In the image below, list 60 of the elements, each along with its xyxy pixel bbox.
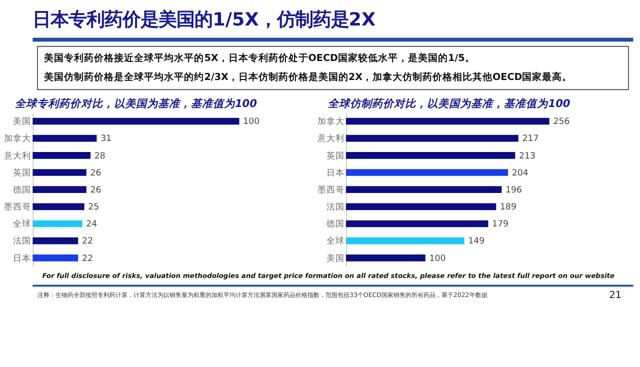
bar (346, 237, 464, 244)
bar (346, 169, 508, 176)
bar (32, 220, 82, 228)
y-tick-label: 意大利 (3, 150, 32, 162)
bar (346, 134, 518, 142)
data-label: 22 (82, 254, 93, 264)
bar (32, 186, 86, 193)
bar (32, 169, 86, 176)
data-label: 26 (90, 185, 102, 196)
data-label: 100 (429, 254, 446, 264)
bar (346, 220, 488, 228)
y-tick-label: 美国 (13, 116, 32, 128)
y-tick-label: 全球 (13, 218, 32, 230)
y-tick-label: 英国 (13, 167, 32, 178)
bar (346, 118, 550, 125)
data-label: 149 (468, 236, 485, 247)
y-tick-label: 德国 (13, 184, 32, 196)
bar (32, 118, 240, 125)
data-label: 196 (506, 185, 522, 196)
data-label: 22 (82, 236, 93, 247)
y-tick-label: 意大利 (316, 133, 345, 144)
text: 日本专利药价是美国的1/5X，仿制药是2X (32, 9, 376, 30)
data-label: 28 (94, 151, 106, 162)
text: 21 (609, 290, 622, 302)
data-label: 31 (100, 134, 112, 144)
y-tick-label: 日本 (326, 167, 345, 178)
bar (32, 203, 84, 210)
data-label: 256 (553, 117, 570, 128)
y-tick-label: 法国 (326, 202, 345, 213)
bar (32, 134, 97, 142)
data-label: 213 (519, 151, 536, 162)
data-label: 26 (90, 168, 102, 178)
data-label: 24 (86, 220, 98, 230)
bar (346, 152, 516, 159)
y-tick-label: 德国 (326, 218, 345, 230)
bar (346, 186, 502, 193)
y-tick-label: 法国 (13, 236, 32, 247)
bar (32, 237, 78, 244)
bar (346, 254, 426, 262)
y-tick-label: 墨西哥 (4, 202, 32, 213)
y-tick-label: 加拿大 (4, 133, 32, 144)
bar (32, 254, 78, 262)
y-tick-label: 全球 (326, 236, 345, 247)
bar (32, 152, 91, 159)
data-label: 217 (522, 134, 539, 144)
y-tick-label: 墨西哥 (318, 184, 345, 196)
y-tick-label: 日本 (13, 252, 32, 264)
text: 美国专利药价格接近全球平均水平的5X，日本专利药价处于OECD国家较低水平，是美国的1/5。 (43, 52, 475, 64)
data-label: 25 (88, 202, 100, 213)
data-label: 179 (492, 220, 508, 230)
data-label: 204 (512, 168, 528, 178)
data-label: 189 (500, 202, 516, 213)
y-tick-label: 美国 (326, 252, 345, 264)
y-tick-label: 加拿大 (318, 116, 345, 128)
bar (346, 203, 496, 210)
y-tick-label: 英国 (326, 150, 345, 162)
text: 美国仿制药价格是全球平均水平的约2/3X，日本仿制药价格是美国的2X，加拿大仿制药价格相比其他OECD国家最高。 (43, 71, 572, 84)
data-label: 100 (243, 117, 260, 128)
chart-title: 全球仿制药价对比，以美国为基准，基准值为100 (328, 96, 570, 110)
chart-title: 全球专利药价对比，以美国为基准，基准值为100 (14, 96, 258, 110)
